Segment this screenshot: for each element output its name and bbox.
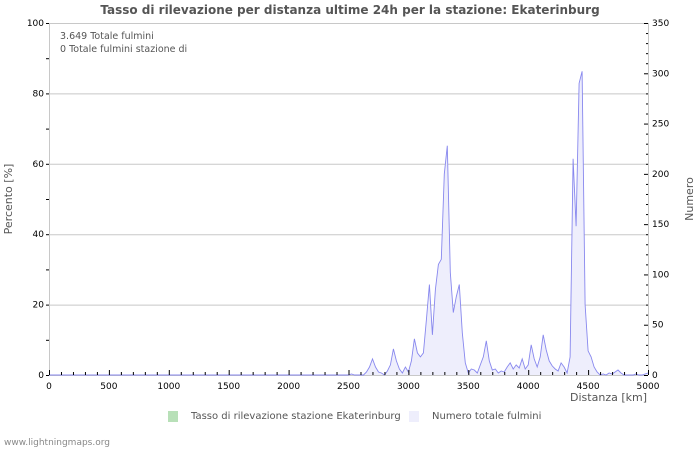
y-right-axis-label: Numero <box>683 177 696 221</box>
y-right-tick-label: 150 <box>652 220 669 230</box>
y-right-tick-label: 250 <box>652 120 669 130</box>
legend-item-detection-rate: Tasso di rilevazione stazione Ekaterinbu… <box>168 411 401 422</box>
y-right-tick-label: 350 <box>652 19 669 29</box>
y-left-tick-label: 40 <box>33 230 45 240</box>
x-tick-label: 3000 <box>397 382 420 392</box>
y-left-tick-label: 20 <box>33 301 45 311</box>
legend-item-total-strikes: Numero totale fulmini <box>409 411 541 422</box>
x-axis-label: Distanza [km] <box>570 391 647 404</box>
legend-label: Tasso di rilevazione stazione Ekaterinbu… <box>191 411 401 422</box>
y-right-tick-label: 300 <box>652 69 669 79</box>
chart-title: Tasso di rilevazione per distanza ultime… <box>100 3 600 17</box>
y-right-tick-label: 100 <box>652 270 669 280</box>
y-right-tick-label: 50 <box>652 321 664 331</box>
x-tick-label: 4000 <box>517 382 540 392</box>
legend-swatch-lavender <box>409 411 419 422</box>
total-strikes-label: 3.649 Totale fulmini <box>60 31 154 42</box>
y-left-tick-label: 60 <box>33 160 45 170</box>
x-tick-label: 0 <box>46 382 52 392</box>
station-strikes-label: 0 Totale fulmini stazione di <box>60 44 188 55</box>
x-tick-label: 2500 <box>337 382 360 392</box>
x-tick-label: 5000 <box>637 382 660 392</box>
x-tick-label: 2000 <box>277 382 300 392</box>
y-left-axis-label: Percento [%] <box>2 164 15 235</box>
legend-label: Numero totale fulmini <box>432 411 542 422</box>
x-tick-label: 3500 <box>457 382 480 392</box>
strikes-line <box>49 71 649 376</box>
x-tick-label: 1000 <box>157 382 180 392</box>
x-tick-label: 500 <box>100 382 117 392</box>
strikes-area-fill <box>49 71 648 376</box>
legend-swatch-green <box>168 411 178 422</box>
x-tick-label: 4500 <box>577 382 600 392</box>
y-left-tick-label: 0 <box>38 371 44 381</box>
y-right-tick-label: 200 <box>652 170 669 180</box>
y-left-tick-label: 80 <box>33 89 45 99</box>
x-tick-label: 1500 <box>217 382 240 392</box>
source-credit: www.lightningmaps.org <box>4 438 110 448</box>
y-left-tick-label: 100 <box>27 19 44 29</box>
y-right-tick-label: 0 <box>652 371 658 381</box>
